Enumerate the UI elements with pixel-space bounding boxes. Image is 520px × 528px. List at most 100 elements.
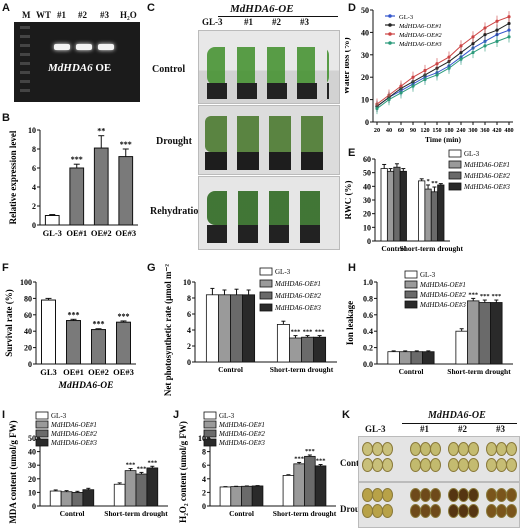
x-tick-label: Control bbox=[399, 367, 424, 376]
bar bbox=[41, 299, 56, 365]
x-tick-label: Control bbox=[229, 509, 254, 518]
data-point bbox=[411, 84, 415, 88]
panel-label-g: G bbox=[147, 262, 156, 274]
bar bbox=[289, 337, 302, 363]
y-tick-label: 20 bbox=[28, 475, 36, 484]
gel-band-1 bbox=[54, 44, 70, 50]
x-tick-label: Short-term drought bbox=[400, 244, 464, 253]
data-point bbox=[411, 75, 415, 79]
y-tick-label: 4 bbox=[202, 475, 206, 484]
panel-label-b: B bbox=[2, 112, 10, 124]
bar bbox=[230, 294, 243, 363]
disc-header-line bbox=[402, 423, 517, 424]
plant-row-drought: Drought bbox=[156, 136, 192, 147]
data-point bbox=[507, 35, 511, 39]
x-tick-label: Short-term drought bbox=[104, 509, 168, 518]
significance-marker: *** bbox=[126, 462, 136, 469]
disc-col-gl3: GL-3 bbox=[365, 424, 386, 434]
y-tick-label: 10 bbox=[361, 96, 369, 105]
x-tick-label: OE#1 bbox=[63, 367, 84, 377]
plant-col-1: #1 bbox=[244, 17, 253, 27]
bar bbox=[113, 483, 126, 507]
bar bbox=[455, 330, 468, 365]
y-tick-label: 0 bbox=[365, 118, 369, 127]
legend-swatch bbox=[404, 300, 418, 309]
leaf-disc bbox=[382, 442, 393, 456]
significance-marker: *** bbox=[316, 458, 326, 465]
data-point bbox=[471, 35, 475, 39]
bar bbox=[230, 486, 242, 507]
bar bbox=[399, 170, 407, 242]
legend-swatch bbox=[35, 429, 49, 438]
x-tick-label: OE#1 bbox=[66, 228, 87, 238]
disc-row-control: Control bbox=[340, 458, 370, 468]
x-tick-label: Short-term drought bbox=[447, 367, 511, 376]
panel-label-k: K bbox=[342, 409, 350, 421]
plant-col-gl3: GL-3 bbox=[202, 17, 223, 27]
data-point bbox=[423, 68, 427, 73]
legend-label: MdHDA6-OE#1 bbox=[274, 280, 321, 288]
bar bbox=[218, 294, 231, 363]
leaf-disc bbox=[468, 458, 479, 472]
x-tick-label: OE#3 bbox=[113, 367, 134, 377]
y-tick-label: 1.0 bbox=[363, 278, 373, 287]
data-point bbox=[423, 77, 427, 82]
y-tick-label: 2 bbox=[32, 202, 36, 211]
legend-swatch bbox=[35, 420, 49, 429]
x-tick-label: 420 bbox=[492, 127, 501, 134]
gel-ladder bbox=[20, 26, 30, 96]
data-point bbox=[507, 28, 511, 32]
significance-marker: *** bbox=[303, 329, 313, 336]
significance-marker: * bbox=[426, 178, 429, 185]
significance-marker: *** bbox=[480, 293, 490, 300]
plant-photo-panel: MdHDA6-OE GL-3 #1 #2 #3 Control Drought … bbox=[150, 0, 345, 258]
gel-band-2 bbox=[76, 44, 92, 50]
leaf-disc bbox=[382, 488, 393, 502]
panel-label-j: J bbox=[173, 409, 180, 421]
legend-marker bbox=[388, 32, 392, 36]
leaf-disc bbox=[382, 504, 393, 518]
legend-swatch bbox=[404, 270, 418, 279]
y-axis-label: Net photosynthetic rate (μmol m⁻² s⁻¹) bbox=[163, 262, 173, 396]
gel-caption: MdHDA6 OE bbox=[48, 62, 111, 74]
legend-label: GL-3 bbox=[464, 150, 480, 158]
x-tick-label: Control bbox=[60, 509, 85, 518]
bar bbox=[124, 470, 137, 507]
bar bbox=[82, 489, 95, 507]
significance-marker: *** bbox=[491, 293, 501, 300]
data-point bbox=[447, 55, 451, 59]
legend-label: GL-3 bbox=[51, 412, 67, 420]
bar bbox=[116, 321, 131, 365]
gel-lane-1: #1 bbox=[57, 10, 66, 20]
legend-swatch bbox=[35, 411, 49, 420]
x-axis-label: Time (min) bbox=[425, 135, 461, 144]
legend-swatch bbox=[203, 411, 217, 420]
bar bbox=[430, 191, 439, 242]
leaf-disc bbox=[382, 458, 393, 472]
x-tick-label: 360 bbox=[480, 127, 489, 134]
chart-e-rwc: 0 10 20 30 40 50 60 RWC (%) Control * ** Short-term… bbox=[345, 149, 510, 253]
data-point bbox=[375, 106, 379, 111]
bar bbox=[241, 485, 253, 507]
legend-label: MdHDA6-OE#1 bbox=[398, 23, 442, 30]
x-tick-label: 180 bbox=[444, 127, 453, 134]
legend-label: MdHDA6-OE#1 bbox=[419, 281, 466, 289]
legend-label: GL-3 bbox=[399, 14, 413, 21]
legend-swatch bbox=[448, 182, 462, 191]
x-tick-label: GL-3 bbox=[43, 228, 62, 238]
y-tick-label: 0 bbox=[187, 358, 191, 367]
data-point bbox=[495, 28, 499, 32]
y-tick-label: 10 bbox=[28, 126, 36, 135]
bar bbox=[251, 485, 264, 507]
legend-label: MdHDA6-OE#1 bbox=[218, 421, 265, 429]
y-tick-label: 0 bbox=[32, 221, 36, 230]
x-tick-label: 150 bbox=[432, 127, 441, 134]
legend-label: MdHDA6-OE#2 bbox=[218, 430, 265, 438]
bar bbox=[91, 329, 106, 365]
bar bbox=[205, 294, 219, 363]
series-line bbox=[376, 36, 510, 109]
legend-marker bbox=[388, 23, 392, 27]
disc-row-drought: Drought bbox=[340, 504, 373, 514]
legend-marker bbox=[388, 41, 392, 45]
